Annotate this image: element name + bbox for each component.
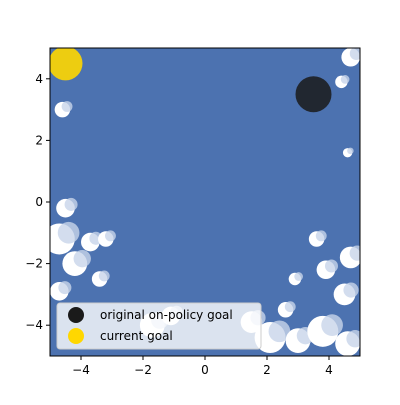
uncovered-region-edge <box>349 48 360 61</box>
uncovered-region-edge <box>315 230 327 242</box>
original-goal-point <box>295 76 332 113</box>
uncovered-region-edge <box>73 249 91 268</box>
x-tick-label: 2 <box>263 363 271 377</box>
uncovered-region-edge <box>61 101 73 112</box>
legend-marker-original-goal <box>68 307 84 323</box>
uncovered-region-edge <box>294 272 303 281</box>
y-tick-label: 0 <box>35 195 43 209</box>
uncovered-region-edge <box>105 230 116 242</box>
uncovered-region-edge <box>284 301 296 313</box>
uncovered-region-edge <box>64 197 78 211</box>
uncovered-region-edge <box>340 75 350 84</box>
uncovered-region-edge <box>268 320 291 343</box>
y-tick-label: 4 <box>35 72 43 86</box>
y-tick-label: −4 <box>25 318 43 332</box>
x-tick-label: 0 <box>201 363 209 377</box>
x-axis: −4 −2 0 2 4 <box>72 356 333 377</box>
uncovered-region-edge <box>321 314 343 337</box>
uncovered-region-edge <box>346 330 360 348</box>
series-layer <box>50 48 332 113</box>
current-goal-point <box>50 48 83 81</box>
legend-label-original-goal: original on-policy goal <box>100 308 233 322</box>
x-tick-label: −2 <box>134 363 152 377</box>
legend-box <box>56 302 262 350</box>
uncovered-region-edge <box>349 245 360 261</box>
x-tick-label: −4 <box>72 363 90 377</box>
uncovered-region-edge <box>347 147 354 155</box>
legend: original on-policy goal current goal <box>56 302 262 350</box>
uncovered-region-edge <box>324 259 338 273</box>
y-tick-label: 2 <box>35 133 43 147</box>
uncovered-region-edge <box>58 281 72 295</box>
y-axis: −4 −2 0 2 4 <box>25 72 50 332</box>
uncovered-region-edge <box>343 282 359 298</box>
uncovered-regions <box>50 48 360 356</box>
uncovered-region-edge <box>98 270 110 282</box>
uncovered-region-edge <box>57 221 80 244</box>
x-tick-label: 4 <box>325 363 333 377</box>
legend-marker-current-goal <box>68 328 84 344</box>
y-tick-label: −2 <box>25 257 43 271</box>
legend-label-current-goal: current goal <box>100 329 173 343</box>
